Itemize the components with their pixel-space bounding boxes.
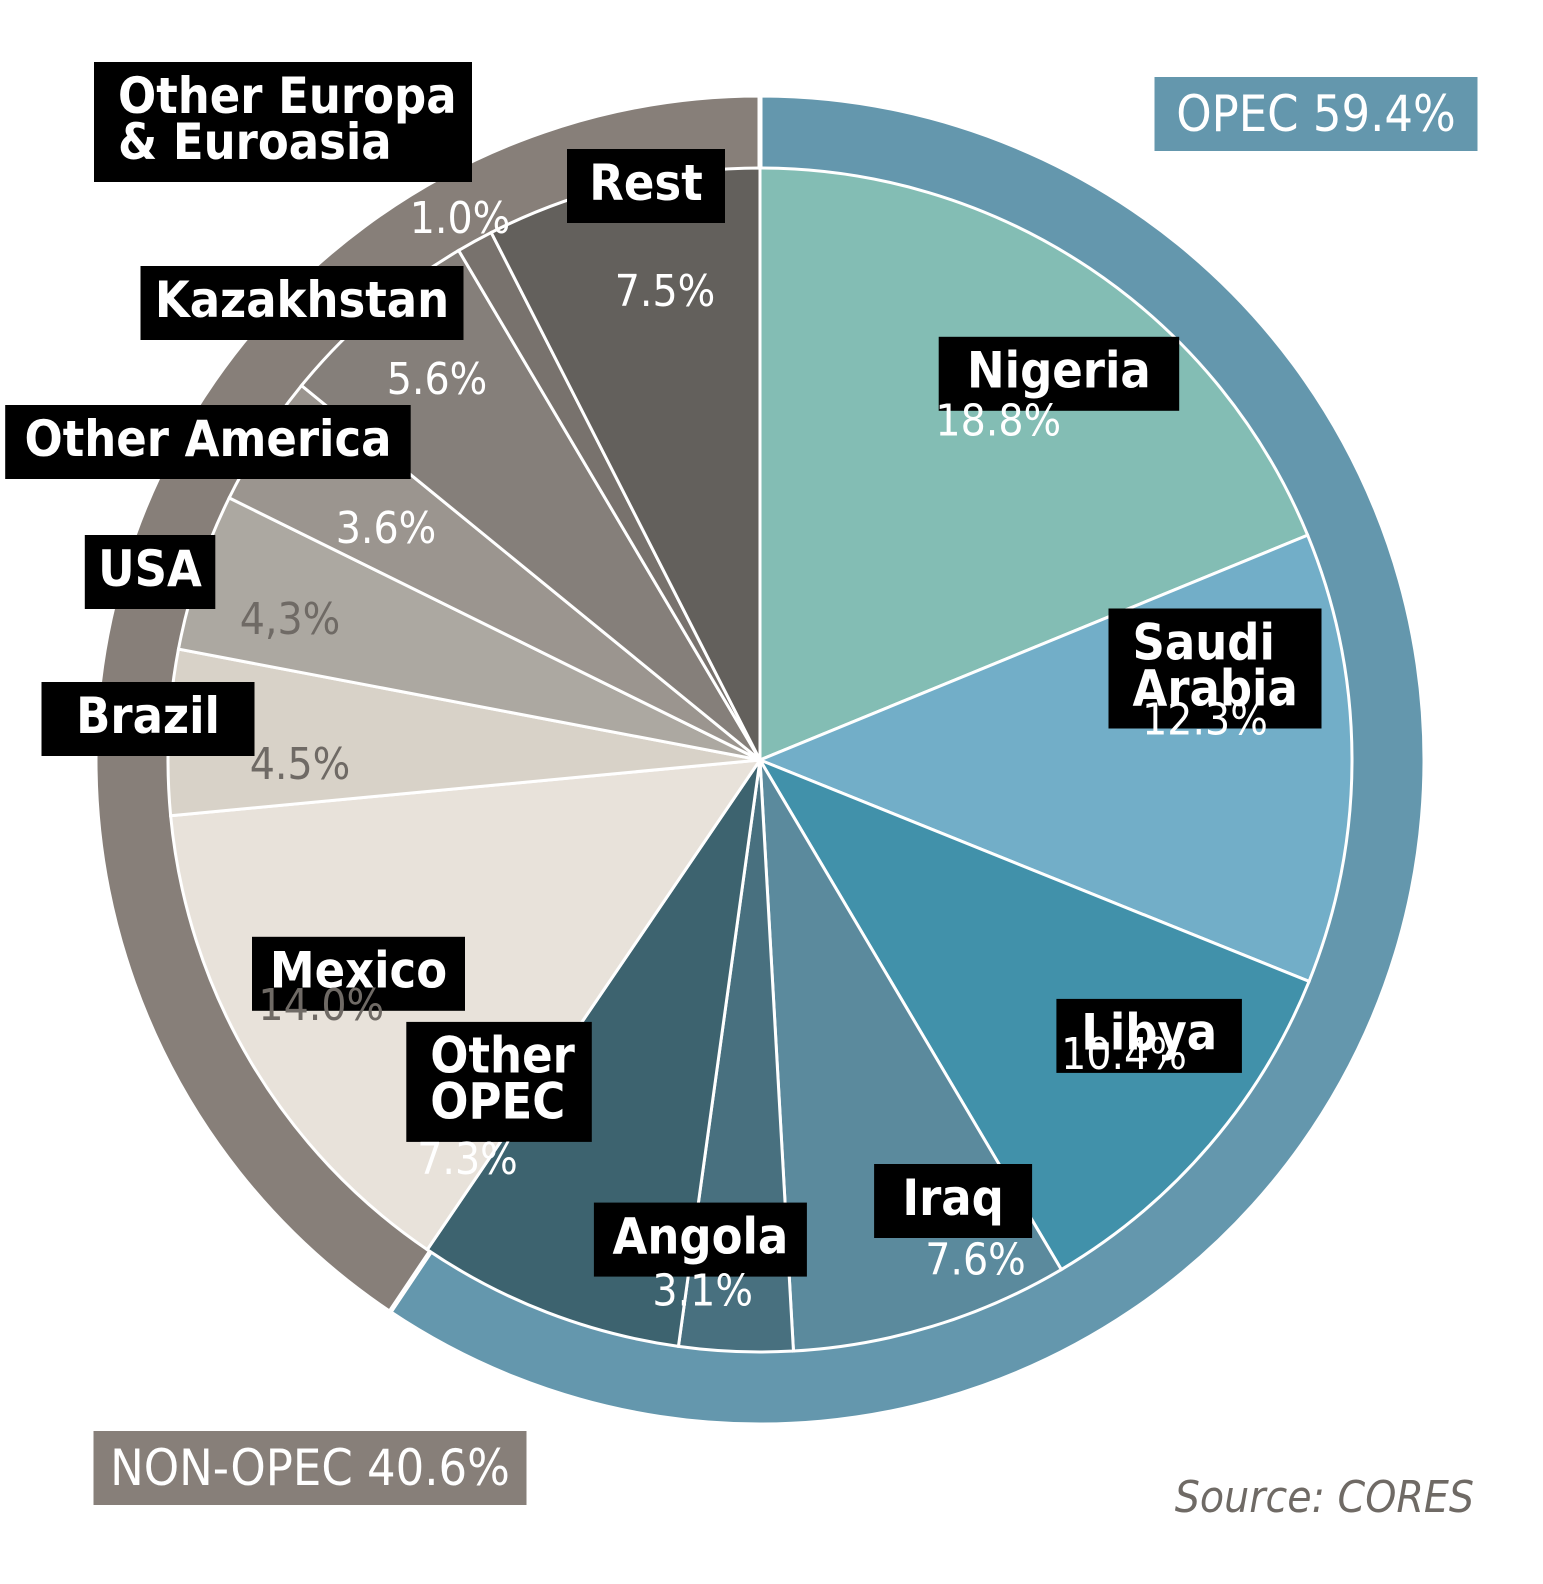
slice-mexico — [168, 758, 764, 1252]
label-box — [84, 535, 216, 609]
slice-name: OPEC — [430, 1073, 565, 1131]
slice-label-brazil: Brazil — [41, 682, 255, 756]
value-label-libya: 10.4% — [1061, 1029, 1187, 1080]
slice-name: Arabia — [1133, 659, 1298, 717]
slice-name: Saudi — [1133, 613, 1275, 671]
label-box — [938, 336, 1180, 411]
slice-name: Libya — [1081, 1004, 1217, 1062]
label-box — [406, 1021, 592, 1142]
label-box — [567, 149, 725, 223]
slice-name: Kazakhstan — [155, 271, 449, 329]
slice-name: Rest — [589, 154, 702, 212]
value-label-kazakhstan: 5.6% — [387, 354, 488, 405]
slice-libya — [756, 756, 1312, 1272]
label-box — [41, 682, 255, 756]
slice-name: Other — [430, 1027, 575, 1085]
group-labels: OPEC 59.4% NON-OPEC 40.6% — [93, 77, 1478, 1505]
slice-name: Iraq — [902, 1169, 1003, 1227]
label-box — [94, 62, 472, 182]
slice-name: & Euroasia — [118, 113, 392, 171]
value-label-nigeria: 18.8% — [935, 396, 1061, 447]
slice-label-iraq: Iraq — [874, 1164, 1033, 1238]
slice-label-angola: Angola — [593, 1202, 807, 1277]
source-note: Source: CORES — [1175, 1472, 1474, 1523]
slice-name: Nigeria — [967, 342, 1151, 400]
value-label-iraq: 7.6% — [925, 1234, 1026, 1285]
group-label-box — [93, 1431, 527, 1505]
label-box — [874, 1164, 1033, 1238]
group-label-opec: OPEC 59.4% — [1154, 77, 1478, 151]
label-box — [1108, 608, 1322, 729]
slice-label-usa: USA — [84, 535, 216, 609]
value-label-angola: 3.1% — [652, 1266, 753, 1317]
value-label-other-opec: 7.3% — [417, 1134, 518, 1185]
slice-name: USA — [98, 540, 202, 598]
label-box — [5, 405, 411, 479]
value-label-brazil: 4.5% — [250, 739, 351, 790]
value-label-usa: 4,3% — [240, 594, 341, 645]
slice-label-rest: Rest — [567, 149, 725, 223]
slice-name: Other America — [25, 410, 392, 468]
value-label-rest: 7.5% — [615, 266, 716, 317]
group-label-box — [1154, 77, 1478, 151]
slice-nigeria — [758, 166, 1310, 763]
slice-name: Mexico — [270, 942, 447, 1000]
slice-label-libya: Libya — [1056, 998, 1242, 1073]
group-label-text: OPEC 59.4% — [1176, 85, 1456, 143]
slice-label-mexico: Mexico — [252, 936, 465, 1011]
slice-label-other-america: Other America — [5, 405, 411, 479]
value-label-other-europa-euroasia: 1.0% — [410, 193, 511, 244]
slice-name: Angola — [613, 1207, 789, 1265]
value-label-mexico: 14.0% — [258, 980, 384, 1031]
slice-other-opec — [425, 759, 762, 1349]
value-label-other-america: 3.6% — [336, 503, 437, 554]
group-label-non-opec: NON-OPEC 40.6% — [93, 1431, 527, 1505]
label-box — [140, 266, 464, 340]
slice-label-other-europa-euroasia: Other Europa& Euroasia — [94, 62, 472, 182]
slice-label-nigeria: Nigeria — [938, 336, 1180, 411]
value-label-saudi-arabia: 12.3% — [1142, 695, 1268, 746]
group-label-text: NON-OPEC 40.6% — [110, 1439, 510, 1497]
slice-label-kazakhstan: Kazakhstan — [140, 266, 464, 340]
label-box — [252, 936, 465, 1011]
slice-name: Brazil — [76, 687, 220, 745]
label-box — [593, 1202, 807, 1277]
label-box — [1056, 998, 1242, 1073]
slice-name: Other Europa — [118, 67, 457, 125]
